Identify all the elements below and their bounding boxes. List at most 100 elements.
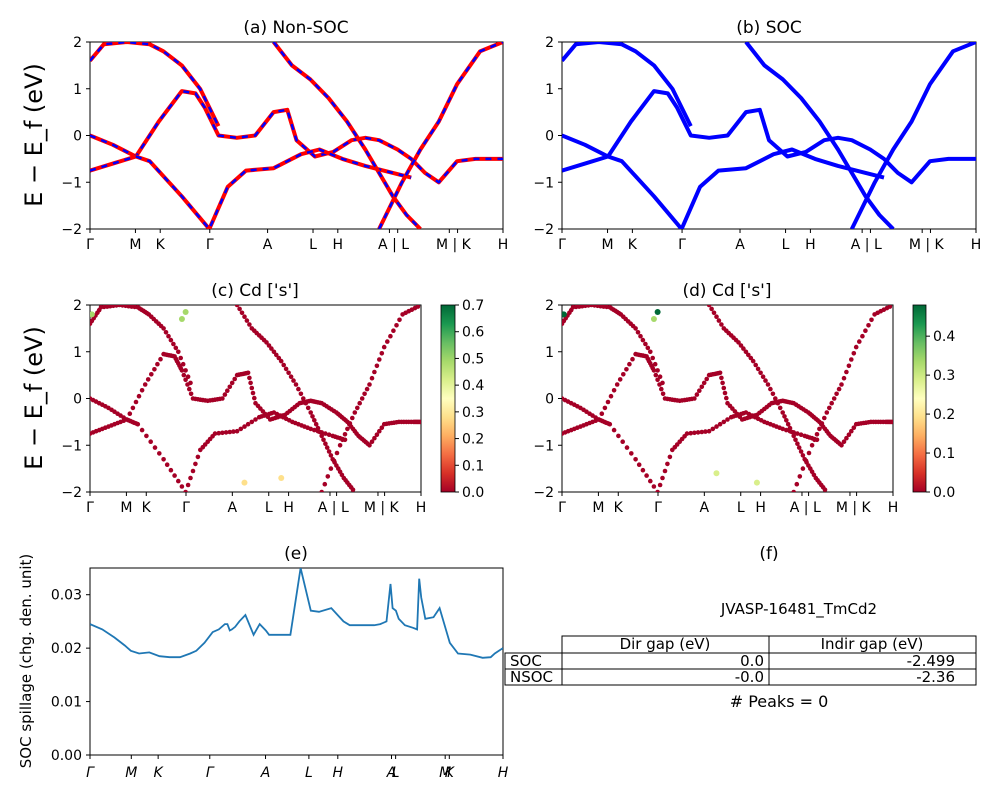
scatter-point — [288, 374, 294, 380]
scatter-point — [651, 484, 657, 489]
scatter-point — [237, 306, 242, 312]
scatter-point — [326, 449, 332, 454]
panel-b-xtick-label: Γ — [678, 237, 686, 253]
scatter-point — [249, 385, 255, 391]
panel-d-ytick-label: −2 — [533, 485, 554, 501]
scatter-point — [697, 388, 702, 394]
panel-d-xtick-label: Γ — [654, 500, 662, 516]
scatter-point — [770, 391, 776, 397]
panel-b-ytick-label: −2 — [533, 222, 554, 238]
scatter-point — [645, 345, 651, 351]
scatter-point — [225, 388, 230, 394]
panel-c-xtick-label: M — [120, 500, 132, 516]
panel-c-xtick-label: L — [265, 500, 273, 516]
scatter-point — [791, 489, 796, 492]
scatter-point — [657, 374, 663, 380]
scatter-point — [359, 396, 365, 401]
panel-e-ylabel: SOC spillage (chg. den. unit) — [17, 554, 35, 769]
scatter-highlight-point — [278, 474, 285, 481]
scatter-point — [350, 415, 355, 421]
panel-e-xtick-label: A — [386, 765, 397, 781]
panel-e-xtick-label: L — [392, 765, 400, 781]
scatter-highlight-point — [90, 311, 95, 318]
scatter-point — [319, 489, 324, 492]
panel-c-ytick-label: 0 — [73, 392, 82, 408]
band-line — [272, 42, 422, 229]
panel-d-colorbar-label: 0.4 — [933, 329, 955, 345]
scatter-point — [227, 429, 233, 435]
scatter-point — [706, 428, 712, 434]
scatter-point — [168, 467, 174, 473]
scatter-point — [161, 457, 166, 462]
scatter-point — [846, 363, 852, 369]
table-cell-nsoc-indir — [768, 668, 977, 686]
scatter-point — [736, 340, 741, 345]
panel-a-xtick-label: A — [263, 237, 273, 253]
scatter-point — [417, 419, 421, 425]
panel-e-title: (e) — [284, 544, 308, 564]
scatter-point — [839, 443, 844, 448]
panel-a-xtick-label: L — [309, 237, 317, 253]
scatter-point — [385, 339, 390, 344]
scatter-point — [719, 322, 724, 327]
scatter-point — [763, 378, 768, 383]
scatter-point — [758, 370, 763, 376]
scatter-point — [812, 437, 817, 443]
scatter-point — [659, 386, 664, 392]
scatter-point — [367, 382, 372, 387]
panel-c: (c) Cd ['s'] E − E_f (eV) — [20, 281, 422, 493]
panel-b-ytick-label: 0 — [545, 129, 554, 145]
table-row-label: NSOC — [510, 668, 553, 686]
band-line — [562, 42, 693, 127]
scatter-point — [768, 386, 773, 392]
scatter-point — [635, 330, 641, 335]
panel-e-xtick-label: Γ — [206, 765, 215, 781]
panel-a-ylabel: E − E_f (eV) — [20, 63, 48, 207]
material-id: JVASP-16481_TmCd2 — [720, 600, 877, 619]
scatter-point — [599, 411, 605, 417]
scatter-point — [195, 454, 201, 460]
scatter-point — [308, 426, 314, 432]
scatter-point — [817, 426, 822, 432]
scatter-highlight-point — [562, 311, 567, 318]
scatter-point — [633, 326, 638, 331]
scatter-point — [394, 323, 399, 328]
table-cell: -2.36 — [916, 668, 955, 686]
scatter-point — [798, 449, 804, 454]
scatter-point — [135, 421, 141, 427]
scatter-point — [158, 356, 163, 362]
scatter-point — [782, 414, 787, 419]
scatter-point — [308, 410, 314, 415]
panel-c-colorbar-label: 0.0 — [462, 485, 484, 501]
scatter-highlight-point — [654, 309, 661, 316]
scatter-point — [281, 362, 287, 368]
scatter-point — [139, 427, 145, 433]
panel-d-title: (d) Cd ['s'] — [683, 281, 772, 301]
scatter-point — [328, 466, 334, 471]
panel-d-xtick-label: A | L — [790, 500, 821, 516]
scatter-point — [688, 430, 693, 436]
panel-b-xtick-label: M | K — [909, 237, 945, 253]
panel-e-xtick-label: A — [260, 765, 271, 781]
panel-c-xtick-label: H — [283, 500, 294, 516]
scatter-point — [247, 322, 252, 327]
panel-c-ytick-label: −1 — [61, 438, 82, 454]
scatter-point — [244, 318, 250, 323]
scatter-point — [323, 441, 328, 447]
scatter-point — [315, 425, 321, 431]
scatter-point — [148, 439, 153, 445]
scatter-point — [684, 431, 690, 436]
scatter-point — [190, 468, 196, 474]
scatter-point — [321, 437, 326, 443]
scatter-point — [775, 400, 781, 406]
panel-c-points — [90, 305, 421, 492]
scatter-point — [780, 426, 785, 432]
scatter-point — [629, 451, 634, 456]
scatter-point — [362, 391, 367, 397]
panel-b-bands — [562, 42, 976, 229]
scatter-point — [127, 411, 133, 417]
scatter-point — [605, 399, 611, 405]
band-line — [90, 42, 221, 127]
scatter-point — [777, 405, 783, 411]
scatter-point — [824, 410, 830, 415]
